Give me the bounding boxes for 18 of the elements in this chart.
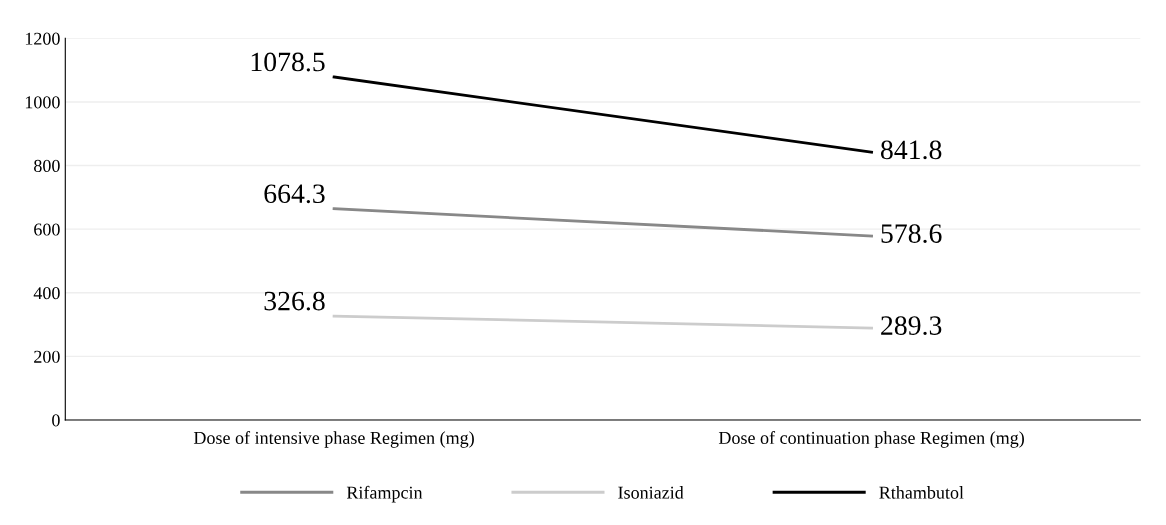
y-tick-label: 1200 (25, 32, 60, 45)
data-label: 289.3 (881, 316, 942, 336)
y-tick-label: 1000 (25, 96, 60, 109)
y-tick-label: 800 (34, 159, 60, 172)
y-tick-label: 0 (52, 414, 60, 427)
y-tick-label: 600 (34, 223, 60, 236)
data-label: 326.8 (264, 291, 325, 311)
legend-label: Rifampcin (346, 485, 423, 503)
y-tick-label: 200 (34, 350, 60, 363)
legend-label: Isoniazid (618, 486, 684, 499)
data-label: 578.6 (881, 224, 942, 244)
y-tick-label: 400 (33, 287, 60, 300)
data-label: 664.3 (264, 184, 325, 204)
x-tick-label: Dose of continuation phase Regimen (mg) (718, 431, 1024, 448)
data-label: 841.8 (880, 140, 942, 160)
data-label: 1078.5 (251, 52, 325, 72)
legend-label: Rthambutol (879, 486, 964, 499)
x-tick-label: Dose of intensive phase Regimen (mg) (193, 431, 474, 448)
